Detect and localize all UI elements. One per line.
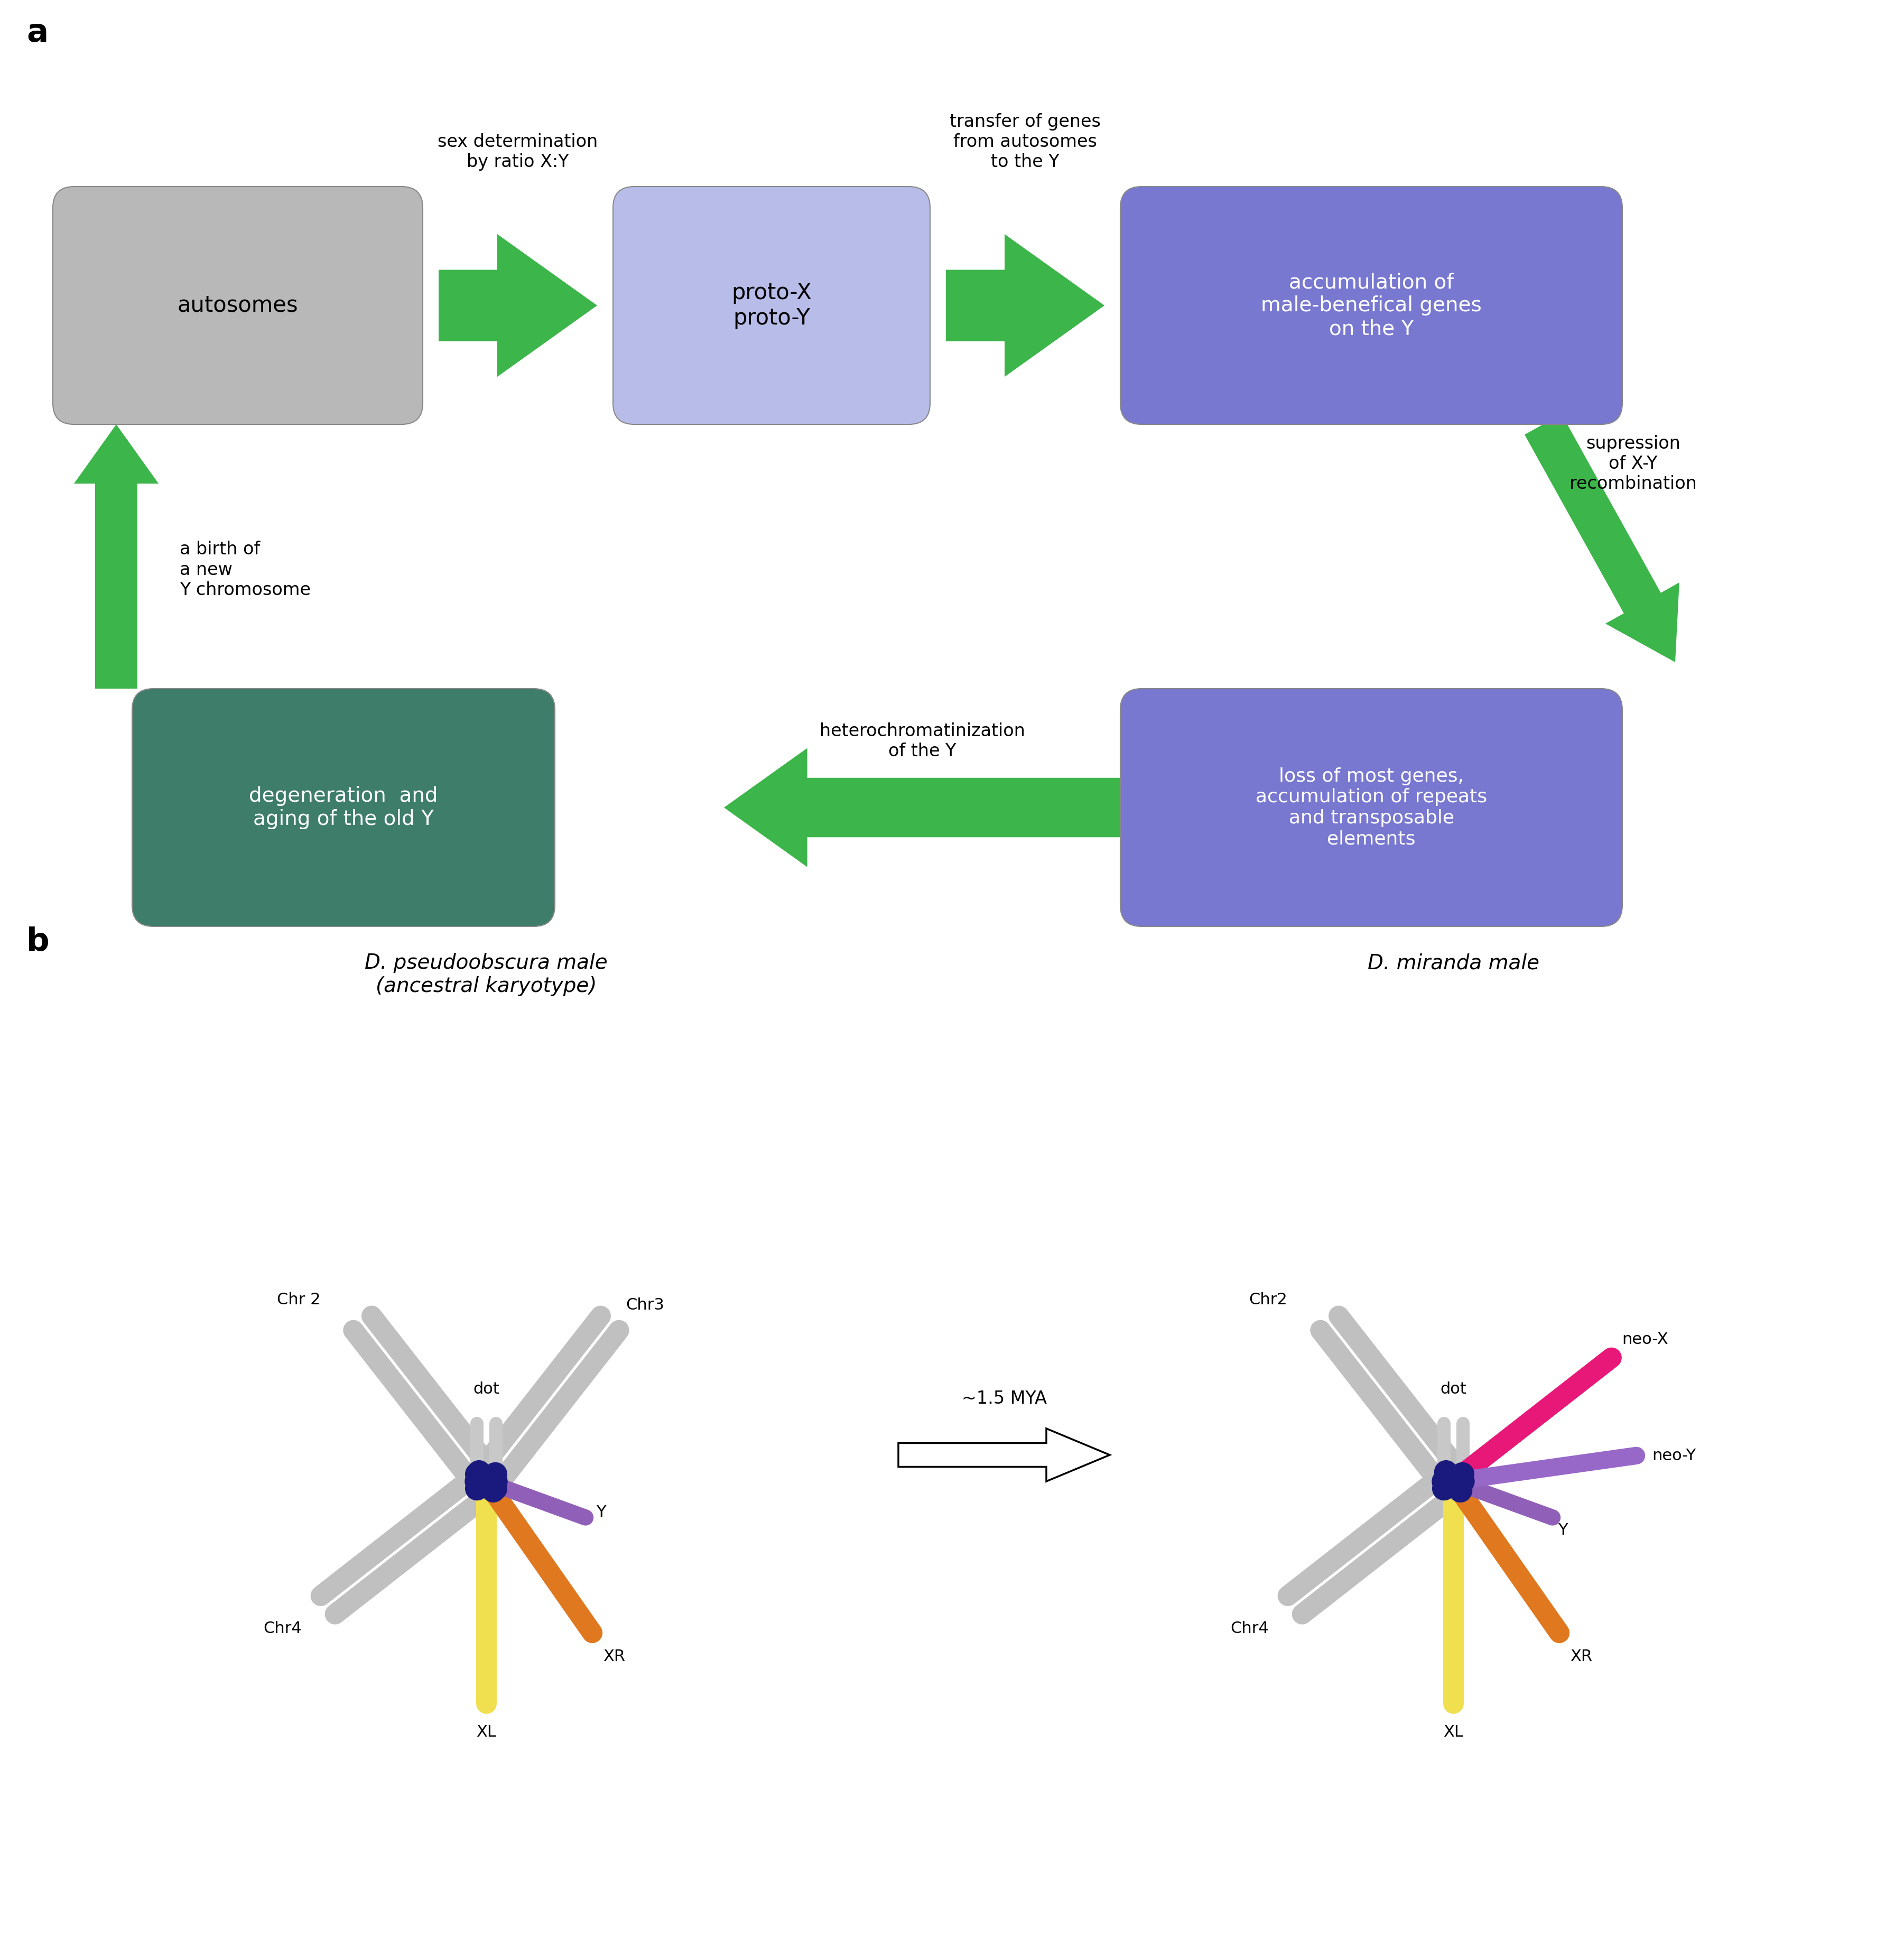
Text: b: b bbox=[27, 926, 50, 957]
Text: XL: XL bbox=[476, 1724, 497, 1740]
Polygon shape bbox=[1525, 415, 1679, 661]
Circle shape bbox=[474, 1470, 497, 1493]
Text: XR: XR bbox=[604, 1648, 625, 1663]
Polygon shape bbox=[724, 748, 1120, 867]
Circle shape bbox=[474, 1470, 497, 1493]
Text: Chr3: Chr3 bbox=[626, 1297, 664, 1313]
Circle shape bbox=[1438, 1466, 1468, 1497]
Text: neo-Y: neo-Y bbox=[1653, 1448, 1696, 1464]
Circle shape bbox=[1432, 1470, 1455, 1493]
Text: D. miranda male: D. miranda male bbox=[1367, 953, 1538, 973]
Circle shape bbox=[484, 1478, 506, 1501]
Circle shape bbox=[1434, 1460, 1458, 1483]
Circle shape bbox=[472, 1466, 501, 1497]
Polygon shape bbox=[899, 1429, 1110, 1481]
Text: a birth of
a new
Y chromosome: a birth of a new Y chromosome bbox=[179, 540, 310, 599]
Text: accumulation of
male-benefical genes
on the Y: accumulation of male-benefical genes on … bbox=[1260, 272, 1481, 339]
Circle shape bbox=[482, 1479, 505, 1503]
Text: dot: dot bbox=[1439, 1382, 1466, 1397]
Text: neo-X: neo-X bbox=[1622, 1333, 1668, 1346]
Circle shape bbox=[465, 1470, 487, 1493]
Text: Y: Y bbox=[1557, 1523, 1567, 1538]
Text: Y: Y bbox=[596, 1505, 605, 1521]
Text: supression
of X-Y
recombination: supression of X-Y recombination bbox=[1569, 434, 1696, 493]
FancyBboxPatch shape bbox=[1120, 689, 1622, 926]
Circle shape bbox=[465, 1462, 489, 1485]
Text: sex determination
by ratio X:Y: sex determination by ratio X:Y bbox=[438, 133, 598, 170]
Circle shape bbox=[1441, 1470, 1464, 1493]
Circle shape bbox=[1441, 1470, 1464, 1493]
Text: Chr 2: Chr 2 bbox=[276, 1292, 320, 1307]
FancyBboxPatch shape bbox=[53, 186, 423, 425]
Text: D. pseudoobscura male
(ancestral karyotype): D. pseudoobscura male (ancestral karyoty… bbox=[366, 953, 607, 996]
Circle shape bbox=[484, 1470, 506, 1493]
Circle shape bbox=[1432, 1478, 1457, 1501]
Text: degeneration  and
aging of the old Y: degeneration and aging of the old Y bbox=[249, 787, 438, 830]
Text: XR: XR bbox=[1571, 1648, 1592, 1663]
Text: dot: dot bbox=[472, 1382, 499, 1397]
Circle shape bbox=[465, 1478, 489, 1501]
FancyBboxPatch shape bbox=[613, 186, 929, 425]
Text: ~1.5 MYA: ~1.5 MYA bbox=[962, 1389, 1047, 1407]
Circle shape bbox=[1451, 1470, 1474, 1493]
Circle shape bbox=[1441, 1470, 1464, 1493]
FancyBboxPatch shape bbox=[131, 689, 554, 926]
FancyBboxPatch shape bbox=[1120, 186, 1622, 425]
Text: transfer of genes
from autosomes
to the Y: transfer of genes from autosomes to the … bbox=[950, 114, 1101, 170]
Text: heterochromatinization
of the Y: heterochromatinization of the Y bbox=[819, 722, 1024, 759]
Circle shape bbox=[1451, 1462, 1474, 1485]
Circle shape bbox=[484, 1462, 506, 1485]
Polygon shape bbox=[946, 235, 1104, 378]
Text: loss of most genes,
accumulation of repeats
and transposable
elements: loss of most genes, accumulation of repe… bbox=[1255, 767, 1487, 847]
Text: a: a bbox=[27, 18, 48, 49]
Circle shape bbox=[1441, 1470, 1464, 1493]
Text: XL: XL bbox=[1443, 1724, 1464, 1740]
Circle shape bbox=[1449, 1479, 1472, 1503]
Text: Chr4: Chr4 bbox=[263, 1620, 301, 1636]
Circle shape bbox=[474, 1470, 497, 1493]
Polygon shape bbox=[438, 235, 598, 378]
Circle shape bbox=[466, 1460, 491, 1483]
Text: proto-X
proto-Y: proto-X proto-Y bbox=[731, 282, 811, 329]
Text: Chr4: Chr4 bbox=[1230, 1620, 1268, 1636]
Circle shape bbox=[1441, 1470, 1464, 1493]
Polygon shape bbox=[74, 425, 158, 689]
Text: autosomes: autosomes bbox=[177, 294, 299, 317]
Text: Chr2: Chr2 bbox=[1249, 1292, 1287, 1307]
